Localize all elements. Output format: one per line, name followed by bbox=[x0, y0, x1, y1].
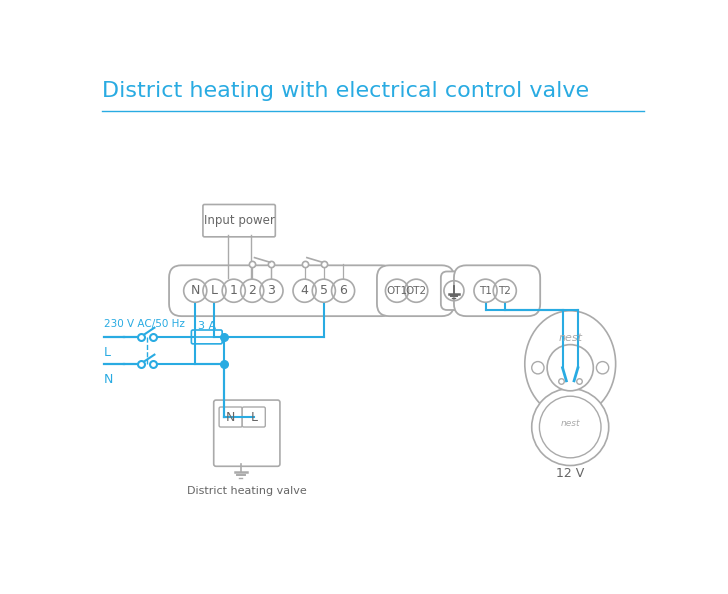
FancyBboxPatch shape bbox=[454, 266, 540, 316]
Text: 2: 2 bbox=[248, 285, 256, 297]
Text: nest: nest bbox=[558, 333, 582, 343]
Text: 230 V AC/50 Hz: 230 V AC/50 Hz bbox=[103, 319, 184, 329]
Text: 6: 6 bbox=[339, 285, 347, 297]
Text: 3: 3 bbox=[267, 285, 275, 297]
FancyBboxPatch shape bbox=[214, 400, 280, 466]
Circle shape bbox=[531, 362, 544, 374]
Text: District heating valve: District heating valve bbox=[187, 485, 306, 495]
Text: T2: T2 bbox=[499, 286, 511, 296]
Text: OT1: OT1 bbox=[387, 286, 408, 296]
Text: 4: 4 bbox=[301, 285, 309, 297]
Text: 3 A: 3 A bbox=[198, 321, 215, 331]
Text: District heating with electrical control valve: District heating with electrical control… bbox=[102, 81, 589, 100]
Text: L: L bbox=[211, 285, 218, 297]
Circle shape bbox=[531, 388, 609, 466]
FancyBboxPatch shape bbox=[191, 330, 222, 344]
Text: L: L bbox=[250, 410, 257, 424]
FancyBboxPatch shape bbox=[203, 204, 275, 237]
Text: nest: nest bbox=[561, 419, 580, 428]
FancyBboxPatch shape bbox=[169, 266, 394, 316]
Text: N: N bbox=[191, 285, 200, 297]
Text: 5: 5 bbox=[320, 285, 328, 297]
Text: OT2: OT2 bbox=[405, 286, 427, 296]
Circle shape bbox=[539, 396, 601, 458]
FancyBboxPatch shape bbox=[441, 271, 467, 310]
Circle shape bbox=[547, 345, 593, 391]
Text: N: N bbox=[103, 373, 113, 386]
Text: 12 V: 12 V bbox=[556, 467, 585, 480]
FancyBboxPatch shape bbox=[219, 407, 242, 427]
Text: Input power: Input power bbox=[204, 214, 274, 227]
Text: 1: 1 bbox=[230, 285, 237, 297]
Text: T1: T1 bbox=[479, 286, 492, 296]
Text: L: L bbox=[103, 346, 111, 359]
FancyBboxPatch shape bbox=[242, 407, 265, 427]
Ellipse shape bbox=[525, 311, 616, 417]
FancyBboxPatch shape bbox=[563, 383, 578, 393]
Circle shape bbox=[596, 362, 609, 374]
Text: N: N bbox=[226, 410, 235, 424]
FancyBboxPatch shape bbox=[377, 266, 454, 316]
